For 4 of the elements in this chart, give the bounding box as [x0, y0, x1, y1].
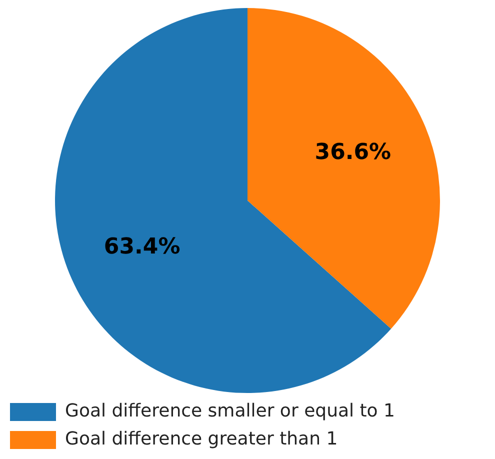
legend-label: Goal difference smaller or equal to 1	[65, 400, 395, 422]
data-label: 36.6%	[314, 140, 392, 166]
data-label: 63.4%	[104, 234, 180, 260]
legend-label: Goal difference greater than 1	[65, 428, 338, 450]
